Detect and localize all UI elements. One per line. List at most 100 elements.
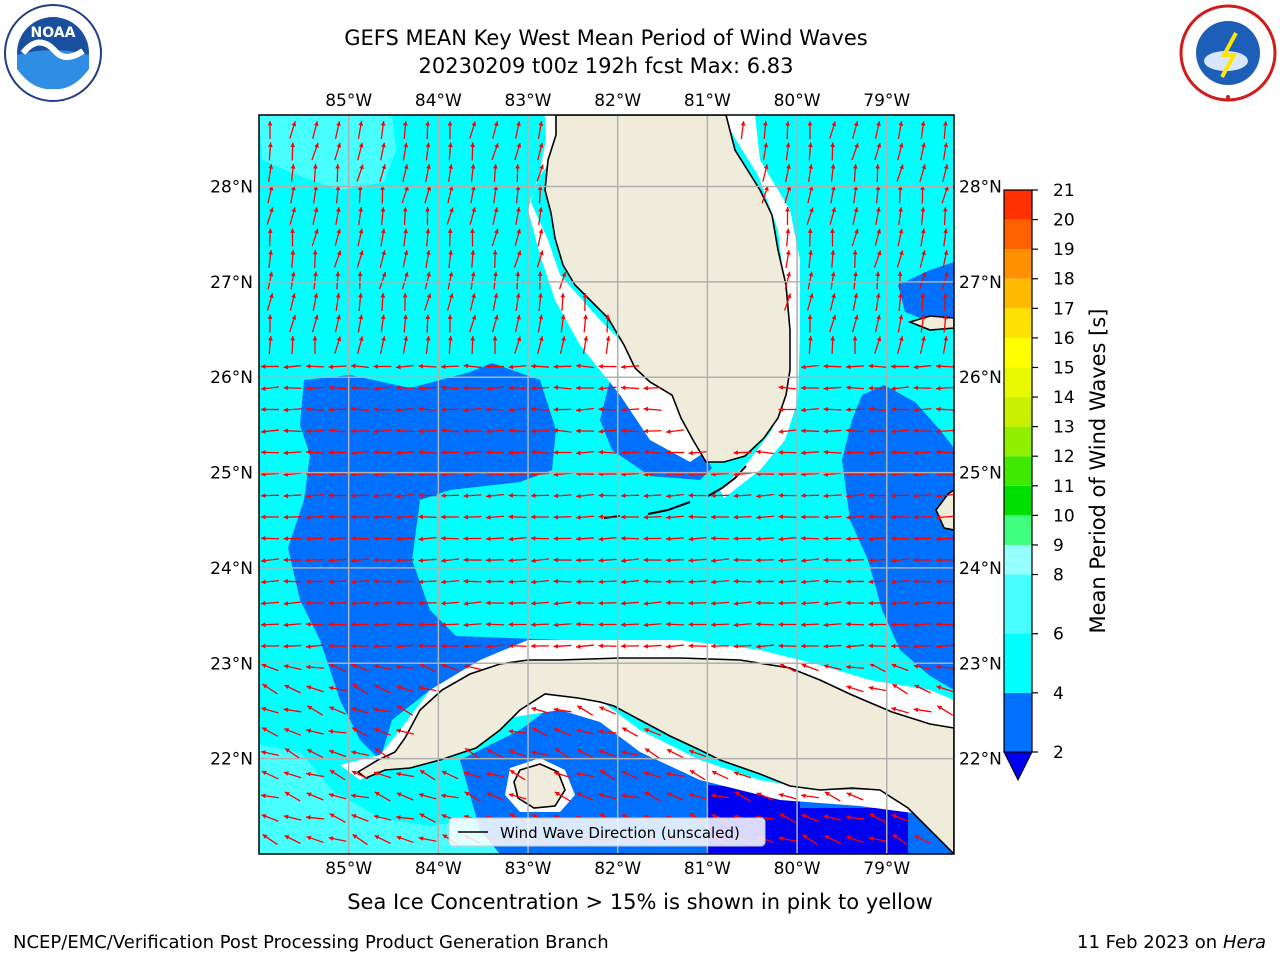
wave-arrow-head [486, 536, 491, 542]
wave-arrow-head [801, 407, 806, 413]
wave-arrow-head [448, 336, 453, 341]
wave-arrow-head [846, 685, 852, 690]
wave-arrow-head [418, 792, 424, 798]
wave-arrow-head [831, 121, 837, 127]
wave-arrow-head [538, 228, 544, 234]
colorbar-tick-label: 14 [1053, 388, 1075, 408]
wave-arrow-head [380, 314, 386, 320]
wave-arrow-head [823, 385, 829, 391]
wave-arrow-head [402, 207, 408, 212]
wave-arrow-head [283, 450, 289, 456]
wave-arrow-head [913, 643, 919, 649]
wave-arrow-head [823, 493, 829, 499]
wave-arrow-head [823, 406, 829, 412]
wave-arrow-head [515, 207, 521, 212]
colorbar-swatch [1004, 574, 1032, 634]
wave-arrow-head [808, 250, 813, 255]
wave-arrow-head [598, 386, 604, 391]
wave-arrow-head [576, 579, 581, 584]
wave-arrow-head [553, 643, 559, 649]
wave-arrow-head [830, 142, 836, 147]
wave-arrow-head [936, 685, 942, 690]
lon-tick-labels-bottom: 85°W 84°W 83°W 82°W 81°W 80°W 79°W [325, 859, 910, 879]
wave-arrow-head [643, 578, 648, 584]
wave-arrow-head [643, 493, 649, 499]
wave-arrow-head [899, 164, 904, 170]
credit-host: Hera [1222, 932, 1266, 953]
wave-arrow-head [538, 293, 543, 298]
wave-arrow-head [801, 535, 806, 541]
wave-arrow-head [509, 749, 514, 755]
wave-arrow-head [936, 449, 941, 455]
wave-arrow-head [802, 834, 808, 839]
wave-arrow-head [688, 557, 694, 563]
wave-arrow-head [283, 428, 288, 434]
wave-arrow-head [463, 578, 468, 584]
wave-arrow-head [403, 228, 408, 234]
wave-arrow-head [643, 643, 649, 649]
lat-label-right: 22°N [959, 750, 1002, 770]
map-legend: Wind Wave Direction (unscaled) [448, 817, 766, 847]
wave-arrow-head [306, 815, 311, 820]
wave-arrow-head [425, 121, 431, 126]
wave-arrow-head [508, 579, 514, 585]
wave-arrow-head [622, 727, 628, 732]
wave-arrow-head [605, 314, 611, 320]
wave-arrow-head [492, 164, 498, 169]
wave-arrow-head [868, 385, 873, 391]
wave-arrow-head [891, 514, 896, 520]
wave-arrow-head [351, 706, 357, 712]
wave-arrow-head [560, 293, 566, 298]
wave-arrow-head [508, 643, 513, 649]
wave-arrow-head [643, 601, 649, 606]
colorbar-swatch [1004, 278, 1032, 309]
wave-arrow-head [492, 250, 498, 255]
wave-arrow-head [358, 142, 364, 148]
wave-arrow-head [262, 684, 268, 689]
wave-arrow-head [875, 164, 881, 169]
wave-arrow-head [396, 364, 401, 370]
wave-arrow-head [823, 514, 828, 520]
wave-arrow-head [447, 121, 453, 126]
wave-arrow-head [876, 142, 882, 148]
wave-arrow-head [335, 207, 341, 212]
wave-arrow-head [328, 493, 333, 498]
wave-arrow-head [756, 579, 761, 584]
lon-tick-labels-top: 85°W 84°W 83°W 82°W 81°W 80°W 79°W [325, 91, 910, 111]
wave-arrow-head [312, 164, 318, 169]
wave-arrow-head [464, 791, 470, 797]
wave-arrow-head [463, 428, 468, 434]
wave-arrow-head [643, 557, 648, 563]
wave-arrow-head [598, 364, 603, 369]
wave-arrow-head [553, 385, 559, 390]
wave-arrow-head [936, 644, 941, 649]
wave-arrow-head [553, 622, 559, 628]
wave-arrow-head [733, 514, 738, 520]
wave-arrow-head [846, 493, 851, 499]
wave-arrow-head [599, 770, 605, 775]
wave-arrow-head [643, 449, 649, 455]
wave-arrow-head [441, 793, 446, 799]
wave-arrow-head [876, 250, 882, 256]
wave-arrow-head [808, 164, 814, 169]
wave-arrow-head [621, 364, 626, 370]
wave-arrow-head [846, 579, 851, 584]
wave-arrow-head [583, 314, 588, 320]
wave-arrow-head [891, 535, 896, 541]
wave-arrow-head [328, 514, 333, 520]
wave-arrow-head [621, 407, 626, 413]
lon-label-bottom: 85°W [325, 859, 372, 879]
wave-arrow-head [441, 663, 447, 669]
wave-arrow-head [801, 493, 806, 499]
wave-arrow-head [335, 271, 341, 277]
wave-arrow-head [261, 770, 267, 776]
wave-arrow-head [336, 142, 342, 148]
wave-arrow-head [329, 749, 334, 755]
wave-arrow-head [328, 643, 333, 649]
wave-arrow-head [897, 271, 903, 276]
wave-arrow-head [396, 428, 401, 434]
wave-arrow-head [756, 515, 761, 520]
wave-arrow-head [306, 664, 311, 670]
wave-arrow-head [666, 600, 671, 606]
